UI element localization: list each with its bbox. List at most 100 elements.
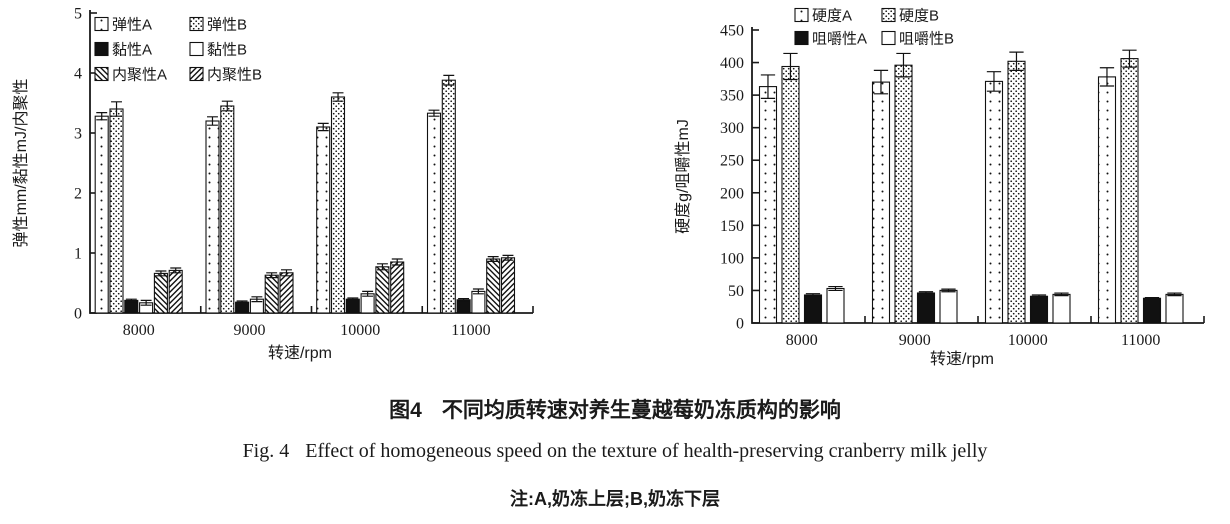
caption-chinese-text: 不同均质转速对养生蔓越莓奶冻质构的影响 [441,399,841,422]
legend-label: 咀嚼性B [899,31,954,48]
legend-label: 硬度B [899,8,939,25]
error-bar [96,112,108,121]
error-bar [391,258,403,266]
legend-item-黏性B: 黏性B [189,42,247,59]
y-tick-label: 4 [74,66,82,83]
bar-硬度A-10000 [984,80,1004,324]
bar-黏性A-8000 [124,299,139,314]
bar-咀嚼性A-8000 [803,294,823,324]
legend-swatch-solid-black [794,30,809,46]
bar-硬度B-10000 [1007,60,1026,324]
y-tick-label: 200 [720,185,744,202]
error-bar [332,92,344,102]
error-bar [1167,292,1182,297]
bar-内聚性B-11000 [500,257,516,314]
left-chart: 0 1 2 3 4 5 8000 9000 10000 11000 转速/rpm 弹性mm/黏性mJ/… [0,0,612,392]
y-tick-label: 50 [728,283,744,300]
caption-english-label: Fig. 4 [242,440,290,462]
error-bar [266,272,278,279]
caption-english: Fig. 4 Effect of homogeneous speed on the… [0,440,1230,463]
legend-swatch-dots-dense [189,16,204,32]
error-bar [376,263,388,271]
x-tick-label: 9000 [899,332,931,349]
y-tick-label: 5 [74,6,82,23]
error-bar [221,100,233,112]
error-bar [111,101,122,117]
error-bar [458,298,470,302]
error-bar [1122,49,1137,68]
legend-swatch-plain-white [881,30,896,46]
bar-弹性A-10000 [316,126,331,314]
legend-label: 黏性A [112,42,152,59]
error-bar [140,299,152,306]
error-bar [783,52,798,81]
legend-swatch-dots-sparse [794,7,809,23]
bar-咀嚼性A-9000 [916,292,936,324]
error-bar [207,116,218,126]
legend-item-硬度B: 硬度B [881,7,939,25]
bar-咀嚼性B-8000 [826,287,845,324]
bar-黏性A-10000 [345,298,360,314]
bar-内聚性B-8000 [168,269,183,314]
error-bar [487,256,499,262]
y-tick-label: 350 [720,88,744,105]
caption-chinese-label: 图4 [389,399,422,422]
legend-label: 内聚性B [207,67,262,84]
legend-item-内聚性A: 内聚性A [94,67,167,84]
figure-note: 注:A,奶冻上层;B,奶冻下层 [510,489,720,509]
y-tick-label: 2 [74,186,82,203]
caption-english-text: Effect of homogeneous speed on the textu… [305,440,988,462]
bar-硬度A-8000 [758,86,778,324]
x-axis-label: 转速/rpm [930,350,994,368]
bar-弹性B-9000 [220,105,235,314]
legend-swatch-dots-dense [881,7,896,23]
error-bar [443,74,455,86]
error-bar [1144,297,1160,300]
y-tick-label: 1 [74,246,82,263]
bar-咀嚼性B-9000 [939,289,958,324]
error-bar [986,71,1002,92]
bar-黏性A-11000 [456,299,471,314]
error-bar [1031,294,1047,299]
bar-咀嚼性A-11000 [1142,297,1162,324]
error-bar [896,52,911,78]
bar-咀嚼性B-10000 [1052,293,1071,324]
bar-内聚性B-9000 [279,272,294,314]
legend-item-黏性A: 黏性A [94,41,152,59]
bar-硬度B-8000 [781,65,800,324]
error-bar [502,254,514,261]
bar-内聚性A-11000 [486,258,501,314]
c2-bar-chart-svg: 0 50 100 150 200 250 300 350 400 450 8000 9000 10000… [674,7,1205,368]
x-axis-label: 转速/rpm [268,344,332,362]
legend-label: 弹性B [207,17,247,34]
y-tick-label: 100 [720,250,744,267]
y-tick-label: 0 [74,306,82,323]
legend-label: 硬度A [812,8,852,25]
c1-bar-chart-svg: 0 1 2 3 4 5 8000 9000 10000 11000 转速/rpm 弹性mm/黏性mJ/… [12,6,534,362]
error-bar [472,288,484,295]
legend-item-弹性A: 弹性A [94,17,152,34]
error-bar [155,270,167,277]
y-tick-label: 400 [720,55,744,72]
error-bar [251,296,263,303]
bar-内聚性A-8000 [153,272,168,314]
legend-swatch-solid-black [94,41,109,57]
x-tick-label: 8000 [123,322,155,339]
bar-弹性B-10000 [330,96,346,314]
error-bar [1009,51,1024,71]
legend-item-内聚性B: 内聚性B [189,67,262,84]
bar-弹性B-11000 [441,79,456,314]
error-bar [918,291,934,295]
x-tick-label: 11000 [451,322,490,339]
error-bar [760,74,776,99]
error-bar [873,69,889,95]
bar-弹性B-8000 [109,108,124,314]
x-tick-label: 10000 [340,322,380,339]
error-bar [1054,292,1069,297]
legend-label: 弹性A [112,17,152,34]
error-bar [125,298,137,303]
error-bar [347,297,359,301]
legend-label: 咀嚼性A [812,31,867,48]
y-tick-label: 3 [74,126,82,143]
bar-咀嚼性B-11000 [1165,293,1184,324]
